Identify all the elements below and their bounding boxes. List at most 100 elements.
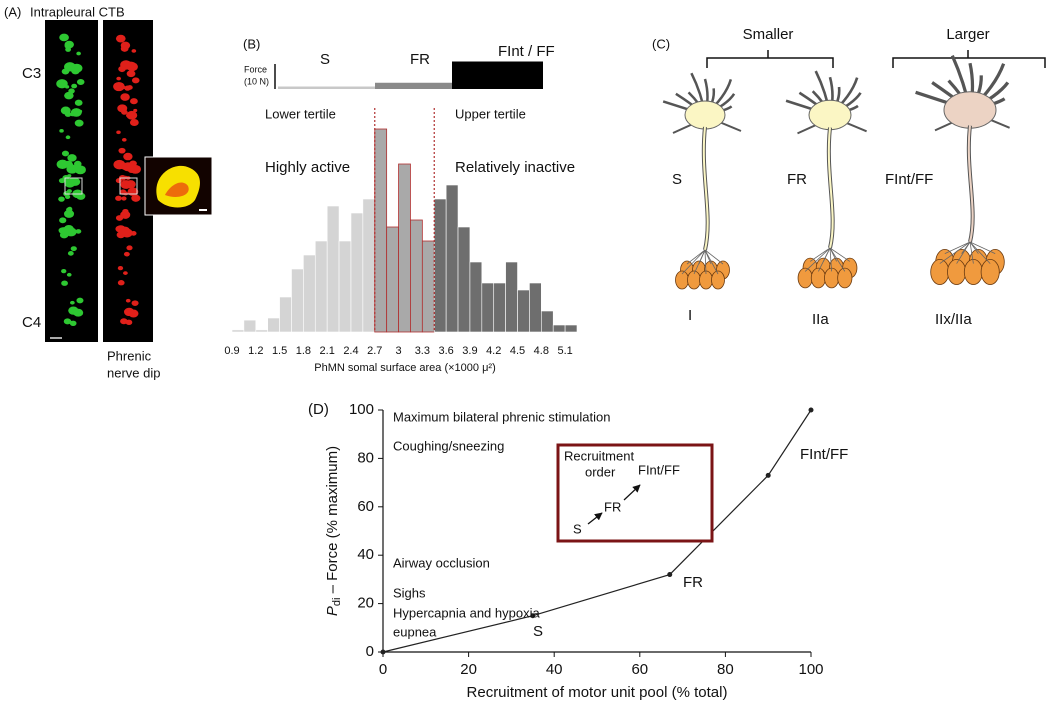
y-tick-label: 40 bbox=[357, 546, 374, 563]
panel-d: (D) Pdi – Force (% maximum) Recruitment … bbox=[308, 401, 848, 701]
tertile-label: Upper tertile bbox=[455, 106, 526, 121]
panel-label: (A) bbox=[4, 4, 21, 19]
cell bbox=[116, 225, 126, 233]
x-tick-label: 2.1 bbox=[320, 345, 335, 357]
cell bbox=[61, 68, 70, 75]
bar bbox=[291, 268, 304, 333]
nerve-branch bbox=[944, 241, 971, 254]
cell bbox=[116, 76, 122, 81]
fiber-label: IIa bbox=[812, 311, 829, 328]
cell bbox=[59, 33, 69, 42]
force-bar bbox=[452, 61, 543, 89]
point bbox=[380, 649, 386, 655]
cell bbox=[65, 135, 71, 140]
fiber-label: I bbox=[688, 307, 692, 324]
cell bbox=[131, 300, 139, 306]
cell bbox=[125, 319, 133, 325]
bar bbox=[433, 198, 447, 333]
cell bbox=[59, 129, 64, 133]
panel-c: (C) Smaller Larger S I FR IIa FInt/FF IIx/IIa bbox=[652, 26, 1046, 328]
cell bbox=[76, 297, 84, 304]
y-label-text: – Force (% maximum) bbox=[324, 446, 341, 598]
cell bbox=[115, 195, 122, 201]
bar bbox=[493, 282, 506, 333]
x-tick-label: 100 bbox=[798, 661, 823, 678]
cell bbox=[59, 79, 65, 84]
force-bar bbox=[278, 86, 375, 89]
bar bbox=[398, 163, 411, 333]
unit-label: FR bbox=[683, 574, 703, 591]
cell bbox=[67, 251, 74, 256]
cell bbox=[67, 206, 73, 211]
muscle-fiber bbox=[837, 267, 853, 289]
cell bbox=[117, 265, 124, 271]
cell bbox=[74, 165, 86, 175]
unit-label: S bbox=[533, 623, 543, 640]
x-axis-label: PhMN somal surface area (×1000 μ²) bbox=[314, 362, 496, 374]
cell bbox=[115, 215, 124, 221]
cell bbox=[70, 246, 77, 252]
cell bbox=[131, 49, 137, 53]
cell bbox=[123, 271, 128, 275]
nerve-branch bbox=[704, 249, 719, 275]
nerve-branch bbox=[829, 247, 832, 272]
y-tick-label: 20 bbox=[357, 595, 374, 612]
bar bbox=[529, 282, 542, 333]
nerve-branch bbox=[804, 247, 831, 272]
cell bbox=[68, 88, 75, 94]
bar bbox=[338, 240, 352, 333]
cell bbox=[130, 98, 138, 105]
bar bbox=[552, 324, 566, 333]
bar bbox=[457, 226, 471, 333]
x-tick-label: 20 bbox=[460, 661, 477, 678]
axon bbox=[967, 125, 974, 243]
cell bbox=[126, 70, 136, 78]
inset-step: FInt/FF bbox=[638, 462, 680, 477]
cell bbox=[78, 109, 83, 113]
nerve-branch bbox=[969, 241, 996, 254]
axon bbox=[702, 126, 709, 251]
cell bbox=[56, 159, 69, 169]
cell bbox=[68, 306, 79, 315]
cell bbox=[76, 51, 81, 56]
point bbox=[765, 472, 771, 478]
point bbox=[808, 407, 814, 413]
cell bbox=[64, 178, 76, 188]
cell bbox=[133, 108, 138, 113]
force-bar bbox=[375, 82, 452, 89]
roi-box bbox=[119, 177, 138, 195]
x-tick-label: 4.2 bbox=[486, 345, 501, 357]
bar bbox=[541, 310, 554, 333]
cell bbox=[119, 189, 127, 195]
soma bbox=[684, 100, 726, 130]
nerve-branch bbox=[704, 249, 707, 275]
tertile-label: Lower tertile bbox=[265, 106, 336, 121]
y-axis-label: Pdi – Force (% maximum) bbox=[324, 446, 343, 616]
cell bbox=[64, 85, 70, 89]
cell bbox=[131, 77, 140, 84]
cell bbox=[64, 91, 74, 100]
x-tick-label: 4.8 bbox=[534, 345, 549, 357]
cell bbox=[59, 227, 69, 235]
y-label-symbol: P bbox=[324, 606, 341, 616]
group-label: Larger bbox=[946, 26, 989, 43]
caption: nerve dip bbox=[107, 365, 160, 380]
bar bbox=[255, 329, 268, 333]
nerve-branch bbox=[681, 249, 706, 275]
cell bbox=[70, 300, 75, 305]
level-label: C3 bbox=[22, 65, 41, 82]
nerve-branch bbox=[956, 241, 971, 264]
panel-b: (B) Force (10 N) Lower tertile Upper ter… bbox=[224, 36, 578, 374]
cell bbox=[76, 78, 85, 85]
cell bbox=[58, 196, 65, 202]
group-label: Smaller bbox=[743, 26, 794, 43]
cell bbox=[121, 109, 128, 115]
nerve-branch bbox=[829, 247, 846, 272]
x-tick-label: 5.1 bbox=[557, 345, 572, 357]
x-tick-label: 80 bbox=[717, 661, 734, 678]
axon bbox=[827, 127, 834, 249]
cell bbox=[116, 130, 121, 135]
force-label: Force bbox=[244, 64, 267, 74]
bar bbox=[326, 205, 340, 333]
y-tick-label: 0 bbox=[366, 643, 374, 660]
